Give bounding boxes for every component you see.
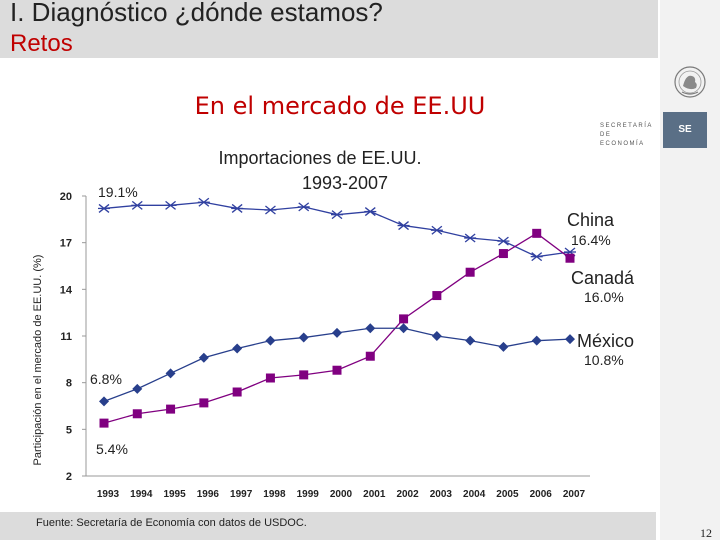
x-tick-label: 1994 — [130, 489, 153, 500]
y-tick-label: 2 — [66, 471, 72, 483]
series-line — [103, 327, 571, 402]
data-point — [531, 335, 542, 346]
se-logo-badge: SE — [663, 112, 707, 148]
x-tick-label: 2000 — [330, 489, 353, 500]
y-tick-label: 20 — [60, 191, 72, 203]
data-point — [565, 253, 575, 263]
x-tick-label: 2004 — [463, 489, 486, 500]
data-point — [298, 332, 309, 343]
data-point — [164, 200, 177, 210]
mexican-coat-of-arms-icon — [674, 66, 706, 98]
chart-title: Importaciones de EE.UU. — [218, 148, 421, 168]
x-tick-label: 2003 — [430, 489, 453, 500]
y-tick-label: 8 — [66, 378, 72, 390]
header-band — [0, 0, 658, 58]
series-name-label: Canadá — [571, 268, 635, 288]
x-tick-label: 1997 — [230, 489, 253, 500]
data-point — [498, 249, 508, 259]
data-point — [397, 221, 410, 231]
data-point — [99, 396, 109, 407]
data-point — [530, 252, 543, 262]
y-tick-label: 11 — [60, 331, 72, 343]
data-point — [464, 233, 477, 243]
y-axis: 2 5 8 11 14 17 20 — [60, 191, 87, 483]
imports-chart: Importaciones de EE.UU. 1993-2007 Partic… — [32, 148, 635, 500]
series-canada — [99, 228, 575, 428]
y-axis-label: Participación en el mercado de EE.UU. (%… — [32, 255, 44, 466]
data-point — [364, 207, 377, 217]
right-brand-strip — [660, 0, 720, 540]
x-tick-label: 2006 — [530, 489, 553, 500]
series-start-label: 19.1% — [98, 184, 138, 200]
footer-band — [0, 512, 656, 540]
slide-title: I. Diagnóstico ¿dónde estamos? — [10, 0, 383, 27]
x-tick-label: 1995 — [163, 489, 186, 500]
series-name-label: México — [577, 331, 634, 351]
series-layer — [98, 197, 576, 428]
data-point — [430, 225, 443, 235]
data-point — [399, 314, 409, 324]
data-point — [299, 370, 309, 380]
x-tick-label: 1998 — [263, 489, 286, 500]
series-end-label: 10.8% — [584, 352, 624, 368]
series-china — [98, 197, 576, 262]
data-point — [199, 398, 209, 408]
x-tick-label: 2002 — [396, 489, 419, 500]
series-name-label: China — [567, 210, 615, 230]
slide-section-label: Retos — [10, 30, 73, 57]
data-point — [132, 409, 142, 419]
series-end-label: 16.4% — [571, 232, 611, 248]
data-point — [264, 205, 277, 215]
y-tick-label: 14 — [60, 284, 73, 296]
data-point — [99, 418, 109, 428]
data-point — [132, 383, 143, 394]
x-tick-label: 2005 — [496, 489, 519, 500]
chart-subtitle: 1993-2007 — [302, 173, 388, 193]
data-point — [432, 291, 442, 301]
data-point — [565, 334, 575, 345]
data-point — [332, 327, 342, 338]
data-point — [465, 267, 475, 277]
page-number: 12 — [700, 526, 712, 540]
data-point — [332, 365, 342, 375]
series-end-label: 16.0% — [584, 289, 624, 305]
data-point — [365, 323, 376, 334]
series-line — [103, 201, 571, 258]
series-mexico — [99, 323, 575, 407]
y-tick-label: 5 — [66, 424, 72, 436]
data-point — [297, 202, 310, 212]
data-point — [166, 404, 176, 414]
data-point — [165, 368, 176, 379]
slide-subtitle: En el mercado de EE.UU — [194, 92, 486, 120]
x-axis: 1993 1994 1995 1996 1997 1998 1999 2000 2001 2002… — [86, 475, 590, 500]
data-point — [98, 203, 110, 213]
x-tick-label: 1999 — [297, 489, 320, 500]
data-point — [431, 331, 442, 341]
data-point — [498, 341, 509, 352]
data-point — [465, 335, 476, 346]
data-point — [265, 373, 275, 383]
series-start-label: 6.8% — [90, 371, 122, 387]
data-point — [532, 228, 542, 238]
data-point — [197, 197, 210, 207]
data-point — [232, 343, 243, 354]
source-note: Fuente: Secretaría de Economía con datos… — [36, 517, 307, 529]
x-tick-label: 1993 — [97, 489, 120, 500]
x-tick-label: 2001 — [363, 489, 386, 500]
data-point — [497, 236, 510, 246]
x-tick-label: 2007 — [563, 489, 586, 500]
data-point — [231, 203, 244, 213]
data-point — [198, 352, 209, 363]
data-point — [232, 387, 242, 397]
data-point — [398, 323, 409, 334]
y-tick-label: 17 — [60, 238, 72, 250]
series-start-label: 5.4% — [96, 441, 128, 457]
data-point — [131, 200, 144, 210]
x-tick-label: 1996 — [197, 489, 220, 500]
data-point — [331, 210, 343, 220]
data-point — [265, 335, 276, 346]
secretaria-wordmark: SECRETARÍA DE ECONOMÍA — [600, 123, 653, 147]
data-point — [365, 351, 375, 361]
